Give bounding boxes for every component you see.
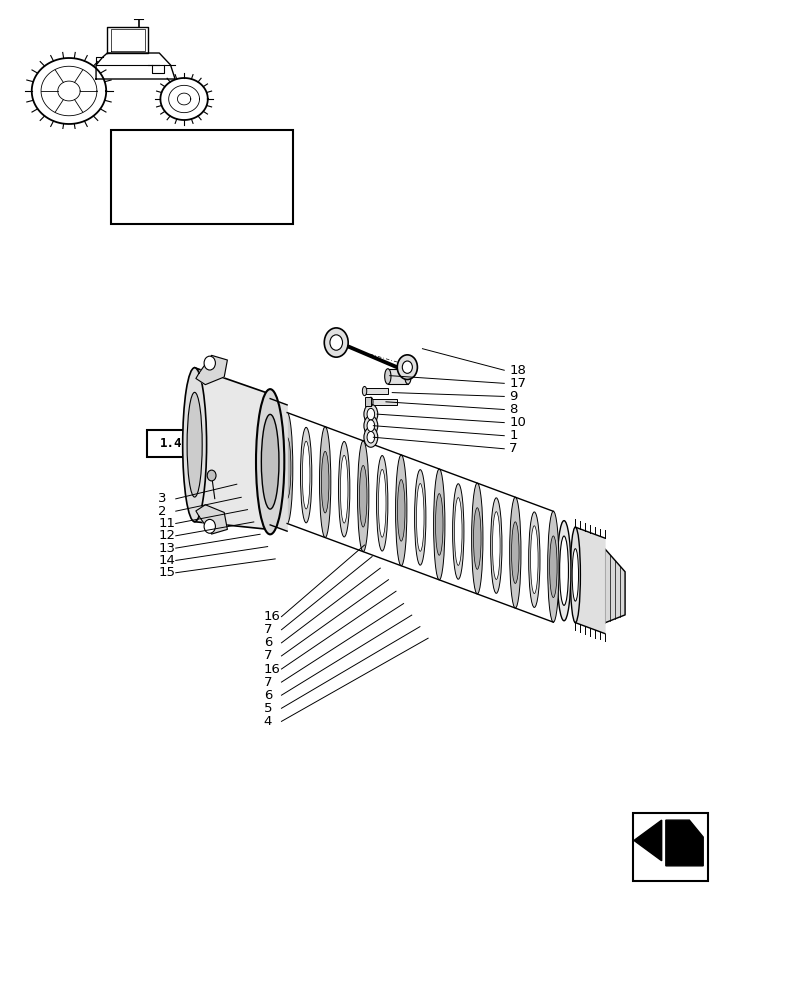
Polygon shape — [270, 399, 287, 531]
Ellipse shape — [281, 413, 293, 523]
Text: 18: 18 — [508, 364, 526, 377]
Ellipse shape — [509, 497, 521, 608]
Text: 2: 2 — [158, 505, 166, 518]
Text: 12: 12 — [158, 529, 175, 542]
Ellipse shape — [376, 456, 388, 551]
Ellipse shape — [556, 521, 570, 621]
Text: 9: 9 — [508, 390, 517, 403]
Ellipse shape — [384, 369, 391, 384]
Ellipse shape — [300, 427, 311, 523]
Ellipse shape — [490, 498, 501, 593]
Ellipse shape — [397, 480, 405, 541]
Ellipse shape — [549, 536, 556, 598]
Ellipse shape — [283, 437, 290, 499]
Ellipse shape — [357, 441, 368, 552]
Ellipse shape — [452, 484, 463, 579]
Circle shape — [204, 519, 215, 533]
Circle shape — [324, 328, 348, 357]
Bar — [111, 130, 293, 224]
Ellipse shape — [511, 522, 518, 583]
Ellipse shape — [340, 455, 348, 523]
Ellipse shape — [363, 416, 377, 436]
Circle shape — [329, 335, 342, 350]
Ellipse shape — [572, 549, 577, 601]
Ellipse shape — [547, 511, 558, 622]
Text: 1: 1 — [508, 429, 517, 442]
Text: 1.40.1/10: 1.40.1/10 — [160, 437, 227, 450]
Circle shape — [204, 356, 215, 370]
Text: 5: 5 — [264, 702, 272, 715]
Ellipse shape — [362, 386, 367, 396]
Ellipse shape — [261, 414, 279, 509]
Ellipse shape — [530, 526, 538, 594]
Ellipse shape — [319, 427, 330, 538]
Polygon shape — [195, 505, 227, 534]
Text: 7: 7 — [508, 442, 517, 455]
Polygon shape — [195, 368, 270, 530]
Polygon shape — [575, 527, 604, 634]
Polygon shape — [604, 549, 624, 623]
Ellipse shape — [367, 420, 374, 431]
Ellipse shape — [255, 389, 284, 534]
Polygon shape — [195, 355, 227, 385]
Text: 10: 10 — [508, 416, 526, 429]
Circle shape — [207, 470, 216, 481]
Ellipse shape — [338, 441, 350, 537]
Bar — [633, 813, 706, 881]
Ellipse shape — [405, 369, 410, 384]
Ellipse shape — [367, 431, 374, 443]
Text: 7: 7 — [264, 649, 272, 662]
Bar — [364, 397, 371, 406]
Ellipse shape — [368, 397, 372, 406]
Text: 14: 14 — [158, 554, 175, 567]
Ellipse shape — [363, 404, 377, 424]
Text: 16: 16 — [264, 663, 281, 676]
Circle shape — [397, 355, 417, 379]
Ellipse shape — [473, 508, 480, 569]
Bar — [364, 388, 388, 394]
Bar — [388, 369, 407, 384]
Text: 7: 7 — [264, 623, 272, 636]
Ellipse shape — [182, 368, 206, 522]
Polygon shape — [633, 820, 661, 861]
Text: 13: 13 — [158, 542, 175, 555]
Ellipse shape — [435, 494, 443, 555]
Ellipse shape — [416, 484, 423, 551]
Ellipse shape — [302, 441, 310, 509]
Text: 4: 4 — [264, 715, 272, 728]
Polygon shape — [665, 820, 702, 866]
Text: 6: 6 — [264, 636, 272, 649]
Ellipse shape — [395, 455, 406, 566]
Ellipse shape — [454, 498, 461, 565]
Ellipse shape — [433, 469, 444, 580]
Text: 7: 7 — [264, 676, 272, 689]
Ellipse shape — [559, 536, 568, 605]
Text: 15: 15 — [158, 566, 175, 579]
Ellipse shape — [321, 451, 328, 513]
Ellipse shape — [367, 408, 374, 420]
Ellipse shape — [187, 392, 202, 497]
Ellipse shape — [528, 512, 539, 607]
Ellipse shape — [471, 483, 483, 594]
Text: 16: 16 — [264, 610, 281, 623]
Ellipse shape — [492, 512, 500, 579]
Ellipse shape — [378, 469, 385, 537]
Text: 6: 6 — [264, 689, 272, 702]
Text: 11: 11 — [158, 517, 175, 530]
Ellipse shape — [569, 527, 580, 623]
Circle shape — [401, 361, 412, 373]
Text: 3: 3 — [158, 492, 166, 505]
Ellipse shape — [363, 427, 377, 447]
Ellipse shape — [359, 465, 367, 527]
Bar — [147, 430, 241, 457]
Text: 8: 8 — [508, 403, 517, 416]
Ellipse shape — [414, 470, 426, 565]
Text: 17: 17 — [508, 377, 526, 390]
Bar — [371, 399, 397, 405]
